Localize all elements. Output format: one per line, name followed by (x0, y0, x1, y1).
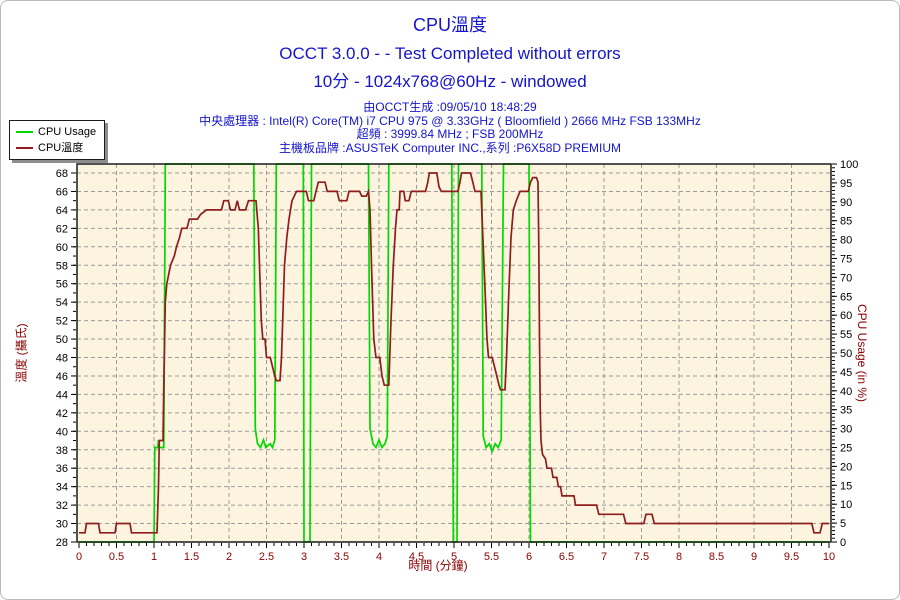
y-left-tick-label: 46 (56, 371, 68, 383)
y-left-tick-label: 44 (56, 389, 68, 401)
y-left-tick-label: 66 (56, 186, 68, 198)
y-left-tick-label: 30 (56, 519, 68, 531)
chart-title: CPU溫度 (412, 15, 487, 35)
y-left-tick-label: 56 (56, 279, 68, 291)
y-right-tick-label: 55 (840, 329, 852, 341)
x-tick-label: 0 (76, 551, 82, 563)
legend-label-cpu-temp: CPU溫度 (38, 142, 84, 154)
x-tick-label: 6.5 (559, 551, 574, 563)
x-tick-label: 9 (751, 551, 757, 563)
y-right-tick-label: 50 (840, 348, 852, 360)
plot-border (76, 163, 832, 543)
x-tick-label: 0.5 (109, 551, 124, 563)
x-tick-label: 7.5 (634, 551, 649, 563)
y-left-tick-label: 48 (56, 353, 68, 365)
temp-line-swatch (16, 147, 33, 149)
x-tick-label: 2.5 (259, 551, 274, 563)
legend-label-cpu-usage: CPU Usage (38, 126, 97, 138)
y-left-tick-label: 62 (56, 223, 68, 235)
y-right-tick-label: 95 (840, 178, 852, 190)
y-right-tick-label: 40 (840, 386, 852, 398)
y-left-axis-title: 溫度 (攝氏) (14, 323, 29, 383)
axis-ticks (71, 163, 837, 548)
y-right-tick-label: 60 (840, 310, 852, 322)
y-right-tick-label: 85 (840, 216, 852, 228)
y-right-axis-title: CPU Usage (in %) (855, 303, 869, 403)
y-left-tick-label: 32 (56, 500, 68, 512)
y-left-tick-label: 42 (56, 408, 68, 420)
axis-tick-labels: 0 0.5 1 1.5 2 2.5 3 3.5 4 4.5 5 5.5 6 6.5 7 7.5 8 8.5 9 9.5… (56, 159, 859, 563)
y-right-tick-label: 5 (840, 518, 846, 530)
y-left-tick-label: 40 (56, 426, 68, 438)
x-tick-label: 8.5 (709, 551, 724, 563)
y-left-tick-label: 64 (56, 205, 68, 217)
y-right-tick-label: 70 (840, 272, 852, 284)
y-right-tick-label: 45 (840, 367, 852, 379)
chart-subtitle-status: OCCT 3.0.0 - - Test Completed without er… (279, 44, 621, 63)
y-right-tick-label: 100 (840, 159, 858, 171)
y-left-tick-label: 60 (56, 242, 68, 254)
y-left-tick-label: 28 (56, 537, 68, 549)
y-left-tick-label: 34 (56, 482, 68, 494)
cpu-info: 中央處理器 : Intel(R) Core(TM) i7 CPU 975 @ 3… (199, 113, 701, 128)
x-tick-label: 5.5 (484, 551, 499, 563)
x-tick-label: 6 (526, 551, 532, 563)
x-tick-label: 1 (151, 551, 157, 563)
usage-line-swatch (16, 131, 33, 133)
y-left-tick-label: 54 (56, 297, 68, 309)
x-tick-label: 4.5 (409, 551, 424, 563)
chart-subtitle-mode: 10分 - 1024x768@60Hz - windowed (313, 72, 587, 91)
x-tick-label: 3 (301, 551, 307, 563)
generated-timestamp: 由OCCT生成 :09/05/10 18:48:29 (363, 100, 537, 114)
legend-item-cpu-temp: CPU溫度 (16, 142, 96, 154)
legend: CPU Usage CPU溫度 (9, 120, 106, 160)
chart-header: CPU溫度 OCCT 3.0.0 - - Test Completed with… (1, 15, 899, 155)
legend-item-cpu-usage: CPU Usage (16, 126, 96, 138)
y-right-tick-label: 65 (840, 291, 852, 303)
x-axis-title: 時間 (分鐘) (408, 558, 468, 573)
y-right-tick-label: 10 (840, 499, 852, 511)
y-right-tick-label: 75 (840, 254, 852, 266)
y-left-tick-label: 52 (56, 316, 68, 328)
y-right-tick-label: 35 (840, 405, 852, 417)
y-left-tick-label: 38 (56, 445, 68, 457)
motherboard-info: 主機板品牌 :ASUSTeK Computer INC.,系列 :P6X58D … (278, 140, 622, 155)
y-left-tick-label: 36 (56, 463, 68, 475)
x-tick-label: 4 (376, 551, 382, 563)
overclock-info: 超頻 : 3999.84 MHz ; FSB 200MHz (356, 127, 544, 141)
x-tick-label: 2 (226, 551, 232, 563)
y-left-tick-label: 68 (56, 168, 68, 180)
y-right-tick-label: 80 (840, 235, 852, 247)
x-tick-label: 9.5 (784, 551, 799, 563)
x-tick-label: 1.5 (184, 551, 199, 563)
x-tick-label: 8 (676, 551, 682, 563)
y-right-tick-label: 0 (840, 537, 846, 549)
y-right-tick-label: 90 (840, 197, 852, 209)
y-left-tick-label: 50 (56, 334, 68, 346)
y-right-tick-label: 15 (840, 480, 852, 492)
x-tick-label: 7 (601, 551, 607, 563)
x-tick-label: 5 (451, 551, 457, 563)
x-tick-label: 10 (823, 551, 835, 563)
y-right-tick-label: 25 (840, 443, 852, 455)
series-temperature (79, 172, 829, 534)
y-left-tick-label: 58 (56, 260, 68, 272)
y-right-tick-label: 30 (840, 424, 852, 436)
x-tick-label: 3.5 (334, 551, 349, 563)
y-right-tick-label: 20 (840, 461, 852, 473)
